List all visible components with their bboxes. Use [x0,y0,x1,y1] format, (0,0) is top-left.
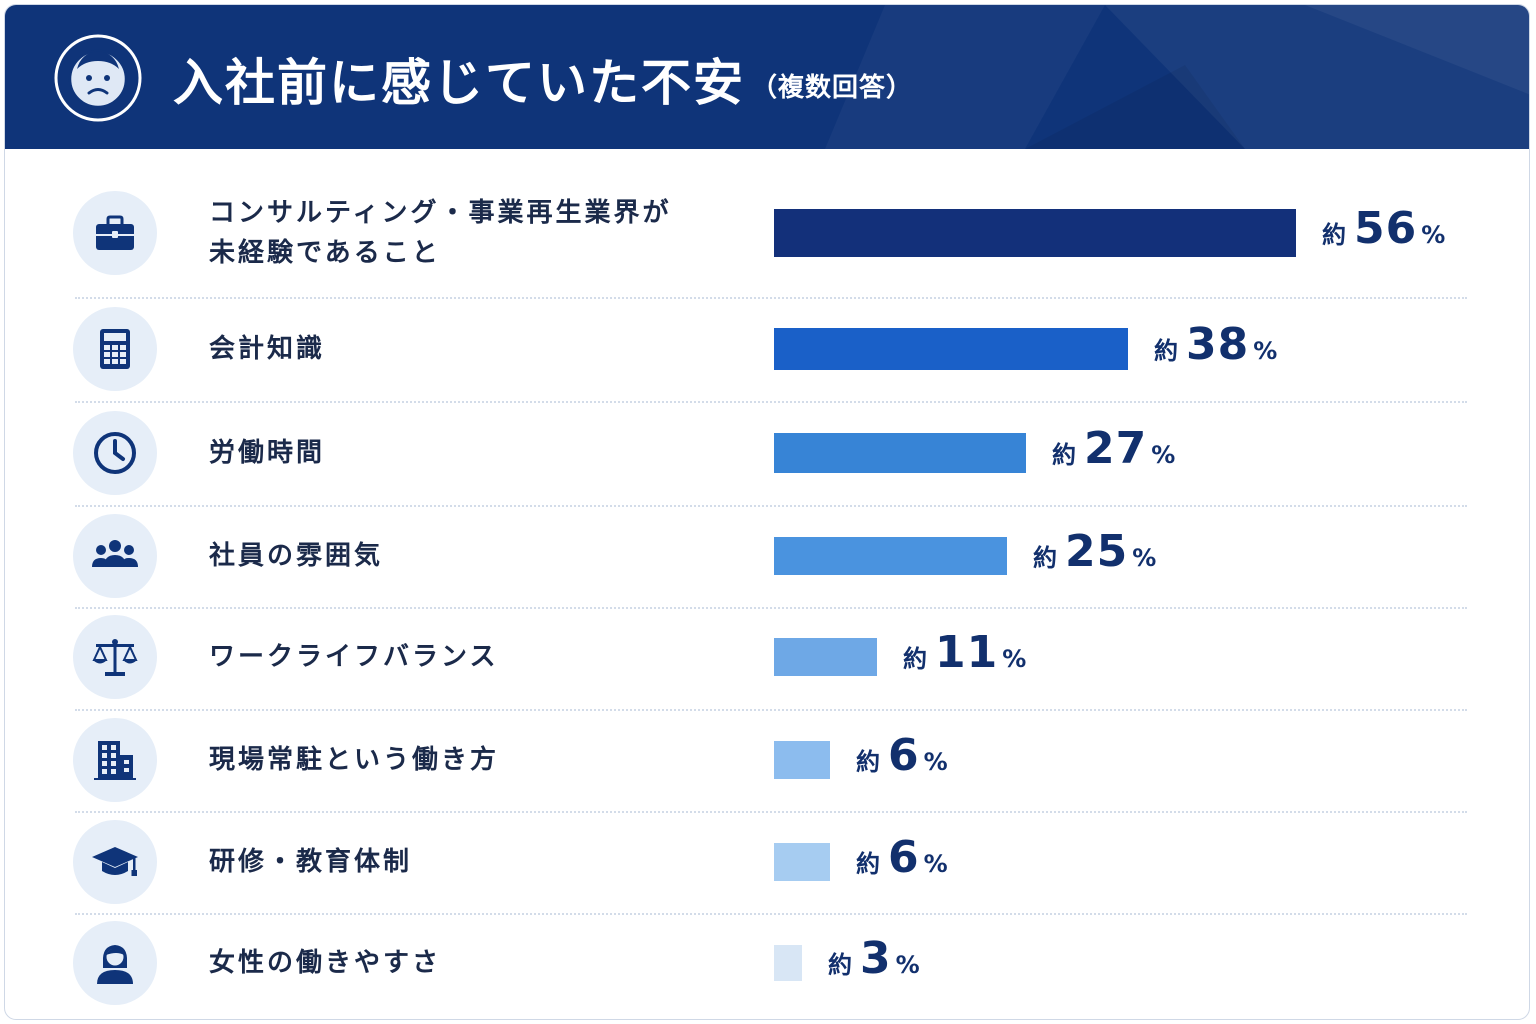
data-label: 約 3% [828,933,920,984]
value-prefix: 約 [903,645,927,673]
bar [774,328,1128,370]
chart-rows: コンサルティング・事業再生業界が 未経験であること約 56% 会計知識約 38% 労働時間… [5,5,1529,1019]
data-label: 約 38% [1154,319,1277,370]
value-suffix: % [1421,221,1446,249]
balance-scale-icon [73,615,157,699]
value-prefix: 約 [1154,337,1178,365]
chart-subtitle: （複数回答） [751,73,914,103]
category-label-line: コンサルティング・事業再生業界が [209,198,672,228]
woman-icon [73,921,157,1005]
data-label: 約 27% [1052,423,1175,474]
value-suffix: % [923,850,948,878]
data-label: 約 25% [1033,526,1156,577]
category-label-line: 会計知識 [209,334,326,364]
bar [774,537,1007,575]
bar [774,433,1026,473]
value-number: 56 [1354,203,1418,254]
row-divider [75,607,1467,609]
value-suffix: % [923,748,948,776]
bar [774,638,877,676]
row-divider [75,709,1467,711]
bar [774,843,830,881]
value-suffix: % [1151,441,1176,469]
category-label-line: 女性の働きやすさ [209,948,442,978]
building-icon [73,718,157,802]
value-prefix: 約 [856,850,880,878]
category-label-line: 社員の雰囲気 [209,541,384,571]
category-label: 社員の雰囲気 [209,536,729,576]
row-divider [75,401,1467,403]
value-prefix: 約 [1322,221,1346,249]
value-number: 6 [888,832,920,883]
value-suffix: % [1253,337,1278,365]
worried-face-icon [53,33,143,123]
category-label: 現場常駐という働き方 [209,740,729,780]
value-prefix: 約 [1033,544,1057,572]
data-label: 約 56% [1322,203,1445,254]
chart-title-text: 入社前に感じていた不安 [173,54,745,112]
row-divider [75,297,1467,299]
value-number: 11 [935,627,999,678]
data-label: 約 6% [856,730,948,781]
value-number: 27 [1084,423,1148,474]
header: 入社前に感じていた不安 （複数回答） [5,5,1529,149]
value-suffix: % [1132,544,1157,572]
bar [774,741,830,779]
value-prefix: 約 [856,748,880,776]
briefcase-icon [73,191,157,275]
bar [774,209,1296,257]
value-prefix: 約 [828,951,852,979]
category-label-line: 未経験であること [209,238,441,268]
header-background-shapes [825,5,1529,149]
people-icon [73,514,157,598]
calculator-icon [73,307,157,391]
chart-card: 入社前に感じていた不安 （複数回答） コンサルティング・事業再生業界が 未経験である… [4,4,1530,1020]
row-divider [75,811,1467,813]
value-number: 6 [888,730,920,781]
data-label: 約 11% [903,627,1026,678]
category-label: コンサルティング・事業再生業界が 未経験であること [209,193,729,273]
value-suffix: % [895,951,920,979]
value-number: 3 [860,933,892,984]
chart-title: 入社前に感じていた不安 （複数回答） [173,43,913,115]
category-label: 労働時間 [209,433,729,473]
data-label: 約 6% [856,832,948,883]
graduation-cap-icon [73,820,157,904]
value-suffix: % [1002,645,1027,673]
category-label-line: 研修・教育体制 [209,847,413,877]
clock-icon [73,411,157,495]
value-number: 38 [1186,319,1250,370]
category-label: 会計知識 [209,329,729,369]
category-label-line: 労働時間 [209,438,326,468]
value-prefix: 約 [1052,441,1076,469]
category-label: 研修・教育体制 [209,842,729,882]
bar [774,945,802,981]
category-label: ワークライフバランス [209,637,729,677]
value-number: 25 [1065,526,1129,577]
category-label-line: 現場常駐という働き方 [209,745,500,775]
category-label-line: ワークライフバランス [209,642,499,672]
row-divider [75,505,1467,507]
row-divider [75,913,1467,915]
category-label: 女性の働きやすさ [209,943,729,983]
